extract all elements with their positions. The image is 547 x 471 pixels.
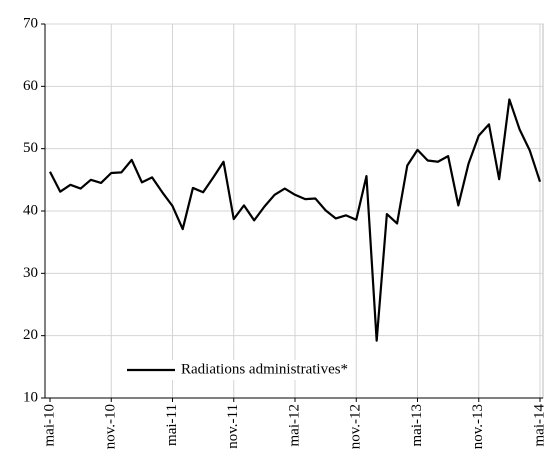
- legend-label: Radiations administratives*: [181, 361, 348, 377]
- y-tick-label: 60: [23, 78, 38, 94]
- x-tick-label: nov.-11: [225, 404, 241, 449]
- y-tick-label: 10: [23, 389, 38, 405]
- x-tick-label: nov.-12: [348, 404, 364, 449]
- y-tick-label: 70: [23, 15, 38, 31]
- y-tick-label: 30: [23, 265, 38, 281]
- y-tick-label: 20: [23, 327, 38, 343]
- line-series: [49, 98, 542, 342]
- y-tick-label: 50: [23, 140, 38, 156]
- x-tick-label: nov.-13: [470, 404, 486, 449]
- x-tick-label: mai-12: [286, 404, 302, 447]
- x-tick-label: nov.-10: [103, 404, 119, 449]
- y-tick-label: 40: [23, 202, 38, 218]
- legend-box: [120, 360, 350, 380]
- x-tick-label: mai-14: [531, 404, 547, 447]
- x-tick-label: mai-10: [41, 404, 57, 447]
- x-tick-label: mai-11: [164, 404, 180, 446]
- x-tick-label: mai-13: [409, 404, 425, 447]
